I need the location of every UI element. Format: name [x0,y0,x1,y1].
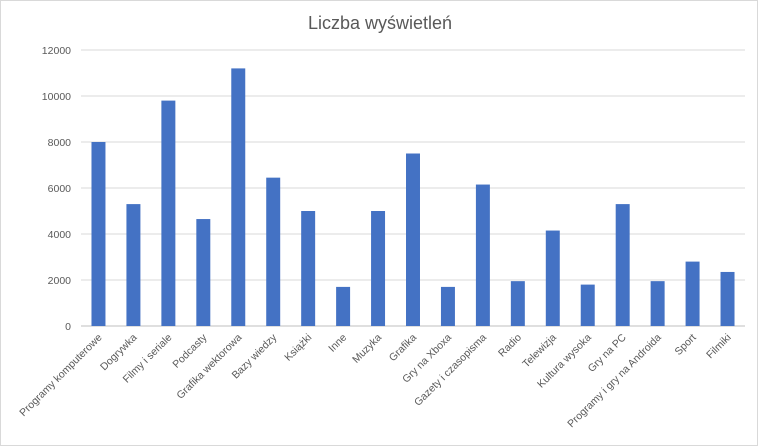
x-category-label: Grafika [387,332,420,365]
y-tick-label: 0 [65,321,71,333]
bar [650,281,665,326]
y-tick-label: 4000 [48,229,72,241]
bar [406,153,420,326]
bar [510,281,525,326]
bar [161,100,176,326]
bar [91,142,106,326]
bar [440,286,455,326]
bar [720,271,735,326]
y-tick-label: 8000 [48,137,72,149]
bars [91,68,735,327]
bar [126,204,141,326]
x-category-label: Radio [496,332,524,360]
x-category-label: Muzyka [350,332,384,366]
chart-title: Liczba wyświetleń [308,13,452,33]
y-tick-label: 6000 [48,183,72,195]
x-category-label: Programy komputerowe [17,332,104,419]
bar [580,284,595,326]
bar [475,184,490,326]
y-tick-label: 10000 [42,91,71,103]
bar [266,177,281,326]
bar [615,204,630,326]
bar [545,230,560,326]
y-axis-ticks: 0 2000 4000 6000 8000 10000 12000 [42,45,71,333]
x-category-label: Filmiki [704,332,734,362]
bar [196,219,211,326]
y-tick-label: 2000 [48,275,72,287]
x-category-label: Inne [326,332,349,355]
bar [371,211,386,326]
bar [231,68,246,327]
x-category-label: Sport [672,332,698,358]
x-category-label: Książki [282,332,314,364]
bar [336,286,351,326]
bar [685,261,700,326]
x-category-label: Grafika wektorowa [174,332,244,402]
y-tick-label: 12000 [42,45,71,57]
bar [301,211,316,326]
